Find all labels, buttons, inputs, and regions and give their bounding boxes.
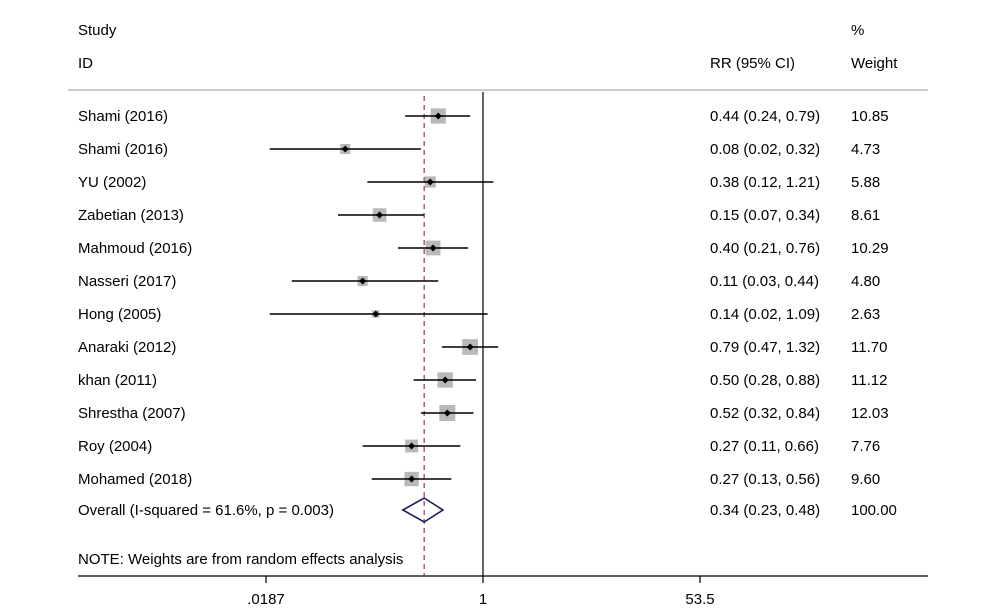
x-axis-ticks: .0187 1 53.5 (247, 576, 715, 608)
study-ci: 0.08 (0.02, 0.32) (710, 141, 820, 158)
study-weight: 7.76 (851, 438, 880, 455)
study-label: Shami (2016) (78, 141, 168, 158)
study-point-estimate (466, 343, 474, 351)
x-tick-label: .0187 (247, 591, 285, 608)
study-weight: 9.60 (851, 471, 880, 488)
study-ci: 0.44 (0.24, 0.79) (710, 108, 820, 125)
study-label: Mahmoud (2016) (78, 240, 192, 257)
study-weight: 11.70 (851, 339, 887, 356)
study-label: Anaraki (2012) (78, 339, 176, 356)
study-point-estimate (359, 277, 367, 285)
study-point-estimate (443, 409, 451, 417)
study-point-estimate (408, 475, 416, 483)
study-row: Shami (2016) 0.44 (0.24, 0.79) 10.85 (78, 108, 889, 125)
header-weight: Weight (851, 55, 898, 72)
study-weight: 12.03 (851, 405, 889, 422)
study-ci: 0.52 (0.32, 0.84) (710, 405, 820, 422)
study-row: Mahmoud (2016) 0.40 (0.21, 0.76) 10.29 (78, 240, 889, 257)
study-weight: 4.73 (851, 141, 880, 158)
study-ci: 0.27 (0.13, 0.56) (710, 471, 820, 488)
study-row: khan (2011) 0.50 (0.28, 0.88) 11.12 (78, 372, 887, 389)
study-point-estimate (426, 178, 434, 186)
study-row: Roy (2004) 0.27 (0.11, 0.66) 7.76 (78, 438, 880, 455)
study-ci: 0.11 (0.03, 0.44) (710, 273, 819, 290)
study-row: Shrestha (2007) 0.52 (0.32, 0.84) 12.03 (78, 405, 889, 422)
study-row: Anaraki (2012) 0.79 (0.47, 1.32) 11.70 (78, 339, 887, 356)
study-weight: 8.61 (851, 207, 880, 224)
study-label: Mohamed (2018) (78, 471, 192, 488)
study-weight: 2.63 (851, 306, 880, 323)
study-ci: 0.15 (0.07, 0.34) (710, 207, 820, 224)
x-tick-label: 1 (479, 591, 487, 608)
study-point-estimate (441, 376, 449, 384)
study-rows: Shami (2016) 0.44 (0.24, 0.79) 10.85Shami … (78, 108, 889, 488)
x-tick-label: 53.5 (685, 591, 714, 608)
study-point-estimate (408, 442, 416, 450)
study-weight: 10.29 (851, 240, 889, 257)
weights-note: NOTE: Weights are from random effects an… (78, 551, 403, 568)
study-weight: 11.12 (851, 372, 887, 389)
study-ci: 0.40 (0.21, 0.76) (710, 240, 820, 257)
study-ci: 0.27 (0.11, 0.66) (710, 438, 819, 455)
study-point-estimate (372, 310, 380, 318)
study-row: Nasseri (2017) 0.11 (0.03, 0.44) 4.80 (78, 273, 880, 290)
study-point-estimate (341, 145, 349, 153)
study-weight: 5.88 (851, 174, 880, 191)
study-label: Hong (2005) (78, 306, 161, 323)
study-point-estimate (434, 112, 442, 120)
study-label: Shrestha (2007) (78, 405, 186, 422)
study-ci: 0.14 (0.02, 1.09) (710, 306, 820, 323)
study-row: Zabetian (2013) 0.15 (0.07, 0.34) 8.61 (78, 207, 880, 224)
header-weight-pct: % (851, 22, 864, 39)
study-row: Mohamed (2018) 0.27 (0.13, 0.56) 9.60 (78, 471, 880, 488)
study-label: YU (2002) (78, 174, 146, 191)
overall-weight: 100.00 (851, 502, 897, 519)
overall-ci: 0.34 (0.23, 0.48) (710, 502, 820, 519)
study-row: Hong (2005) 0.14 (0.02, 1.09) 2.63 (78, 306, 880, 323)
overall-diamond (401, 497, 445, 523)
study-weight: 4.80 (851, 273, 880, 290)
header-effect: RR (95% CI) (710, 55, 795, 72)
study-row: Shami (2016) 0.08 (0.02, 0.32) 4.73 (78, 141, 880, 158)
study-ci: 0.38 (0.12, 1.21) (710, 174, 820, 191)
study-ci: 0.50 (0.28, 0.88) (710, 372, 820, 389)
header-id: ID (78, 55, 93, 72)
study-point-estimate (429, 244, 437, 252)
study-point-estimate (376, 211, 384, 219)
study-label: khan (2011) (78, 372, 157, 389)
header-study: Study (78, 22, 117, 39)
study-label: Zabetian (2013) (78, 207, 184, 224)
study-label: Shami (2016) (78, 108, 168, 125)
study-label: Nasseri (2017) (78, 273, 176, 290)
study-ci: 0.79 (0.47, 1.32) (710, 339, 820, 356)
study-weight: 10.85 (851, 108, 889, 125)
study-label: Roy (2004) (78, 438, 152, 455)
study-row: YU (2002) 0.38 (0.12, 1.21) 5.88 (78, 174, 880, 191)
overall-label: Overall (I-squared = 61.6%, p = 0.003) (78, 502, 334, 519)
